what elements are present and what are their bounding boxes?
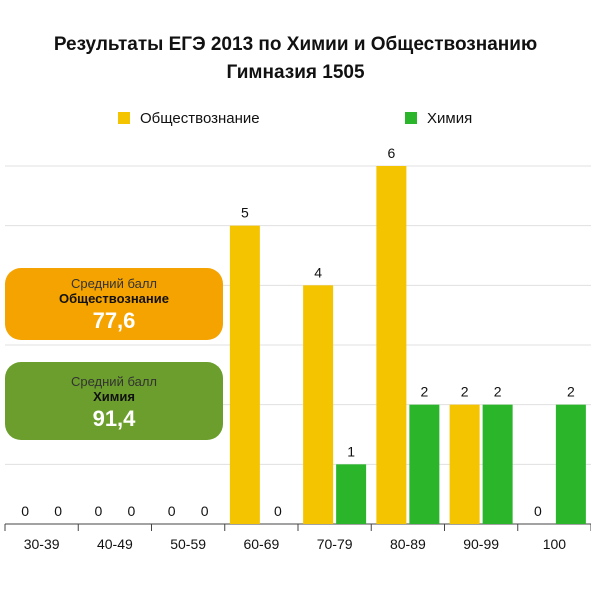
average-value-chem: 91,4 <box>92 406 136 431</box>
average-subject-social: Обществознание <box>59 291 169 306</box>
legend-item-social: Обществознание <box>118 109 260 127</box>
legend-label-chem: Химия <box>427 109 473 127</box>
x-tick-label: 90-99 <box>463 536 499 552</box>
data-label-chem: 0 <box>201 503 209 519</box>
average-label-social: Средний балл <box>70 276 157 291</box>
bar-social <box>449 404 480 524</box>
average-box-social: Средний балл Обществознание 77,6 <box>5 268 223 340</box>
data-label-social: 2 <box>461 384 469 400</box>
x-tick-label: 30-39 <box>24 536 60 552</box>
average-box-chem: Средний балл Химия 91,4 <box>5 362 223 440</box>
average-value-social: 77,6 <box>92 308 136 333</box>
legend-swatch-chem <box>405 112 417 124</box>
data-label-chem: 0 <box>127 503 135 519</box>
bar-chem <box>336 464 367 524</box>
data-label-chem: 2 <box>567 384 575 400</box>
data-label-social: 0 <box>94 503 102 519</box>
chart-title-line1: Результаты ЕГЭ 2013 по Химии и Обществоз… <box>53 34 538 55</box>
legend-label-social: Обществознание <box>140 109 260 127</box>
data-label-social: 0 <box>534 503 542 519</box>
bar-chem <box>409 404 440 524</box>
data-label-chem: 0 <box>274 503 282 519</box>
bar-chem <box>555 404 586 524</box>
bar-chem <box>482 404 513 524</box>
bar-social <box>229 225 260 524</box>
data-label-social: 0 <box>168 503 176 519</box>
x-tick-label: 80-89 <box>390 536 426 552</box>
data-label-chem: 0 <box>54 503 62 519</box>
legend-item-chem: Химия <box>405 109 472 127</box>
x-tick-label: 40-49 <box>97 536 133 552</box>
data-label-social: 6 <box>387 145 395 161</box>
data-label-chem: 2 <box>420 384 428 400</box>
bar-social <box>376 166 407 524</box>
data-label-social: 5 <box>241 205 249 221</box>
average-label-chem: Средний балл <box>70 374 157 389</box>
x-tick-label: 100 <box>543 536 567 552</box>
data-label-chem: 1 <box>347 443 355 459</box>
bar-social <box>303 285 334 524</box>
data-label-chem: 2 <box>494 384 502 400</box>
data-label-social: 4 <box>314 264 322 280</box>
chart-title-line2: Гимназия 1505 <box>226 62 365 83</box>
x-tick-label: 50-59 <box>170 536 206 552</box>
data-label-social: 0 <box>21 503 29 519</box>
average-subject-chem: Химия <box>93 389 135 404</box>
x-tick-label: 70-79 <box>317 536 353 552</box>
x-tick-label: 60-69 <box>243 536 279 552</box>
legend-swatch-social <box>118 112 130 124</box>
